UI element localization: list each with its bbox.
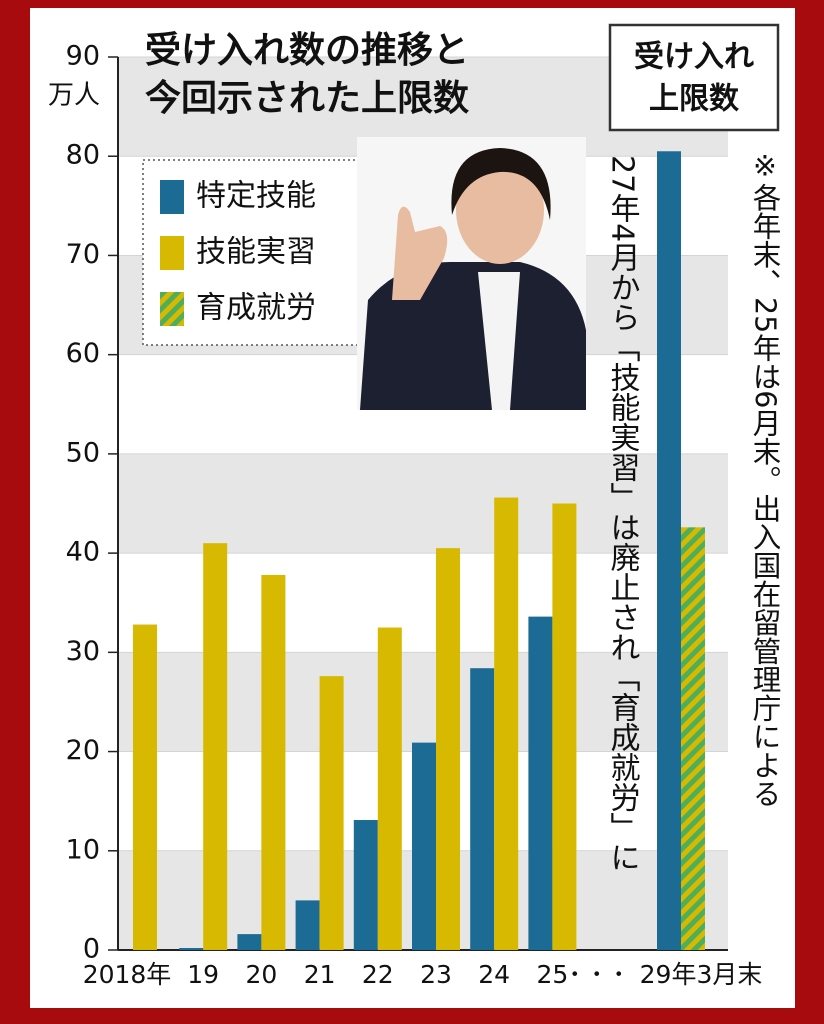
axis-break-label: ・・・ <box>564 963 630 988</box>
x-tick-label: 2018年 <box>83 960 172 989</box>
x-tick-label: 24 <box>478 960 510 989</box>
x-tick-label: 25 <box>536 960 568 989</box>
bar <box>133 624 157 950</box>
y-tick-label: 30 <box>66 636 100 667</box>
y-tick-label: 60 <box>66 338 100 369</box>
photo-hand <box>392 206 448 300</box>
bar <box>295 900 320 950</box>
photo-hair <box>451 148 551 220</box>
y-tick-label: 0 <box>83 934 100 965</box>
photo <box>357 137 586 410</box>
y-tick-label: 80 <box>66 140 100 171</box>
chart-title: 今回示された上限数 <box>145 78 469 119</box>
bar <box>237 934 262 950</box>
x-tick-label: 19 <box>187 960 219 989</box>
y-tick-label: 10 <box>66 834 100 865</box>
bar <box>552 503 577 950</box>
photo-face <box>456 156 544 264</box>
bar <box>470 668 495 950</box>
legend-swatch <box>160 180 184 214</box>
grid-band <box>118 453 728 554</box>
bar <box>412 742 436 950</box>
y-tick-label: 50 <box>66 437 100 468</box>
legend-label: 技能実習 <box>196 235 316 270</box>
x-tick-label: 20 <box>245 960 277 989</box>
bar <box>528 616 553 950</box>
bar <box>657 151 681 950</box>
legend-swatch <box>160 292 184 326</box>
note-transition: 27年4月から「技能実習」は廃止され「育成就労」に <box>605 155 641 872</box>
limit-box-label: 受け入れ <box>634 40 754 75</box>
x-tick-label: 22 <box>362 960 394 989</box>
y-tick-label: 40 <box>66 537 100 568</box>
x-tick-label: 23 <box>420 960 452 989</box>
limit-box-label: 上限数 <box>649 82 740 117</box>
y-tick-label: 90 <box>66 41 100 72</box>
note-source: ※各年末、25年は6月末。出入国在留管理庁による <box>749 150 782 807</box>
bar <box>179 948 204 950</box>
bar <box>353 820 378 950</box>
legend-label: 特定技能 <box>196 179 316 214</box>
x-tick-label: 21 <box>304 960 336 989</box>
bar <box>681 527 705 950</box>
x-tick-label: 29年3月末 <box>640 960 763 989</box>
legend-swatch <box>160 236 184 270</box>
bar <box>319 676 344 950</box>
y-unit-label: 万人 <box>48 81 100 111</box>
chart-title: 受け入れ数の推移と <box>145 30 469 71</box>
bar <box>261 574 286 950</box>
photo-shirt <box>478 272 520 410</box>
y-tick-label: 20 <box>66 735 100 766</box>
legend-label: 育成就労 <box>196 291 316 326</box>
y-tick-label: 70 <box>66 239 100 270</box>
bar <box>203 543 228 950</box>
bar <box>377 627 402 950</box>
bar <box>494 497 519 950</box>
limit-box <box>608 23 780 132</box>
bar <box>436 548 460 950</box>
